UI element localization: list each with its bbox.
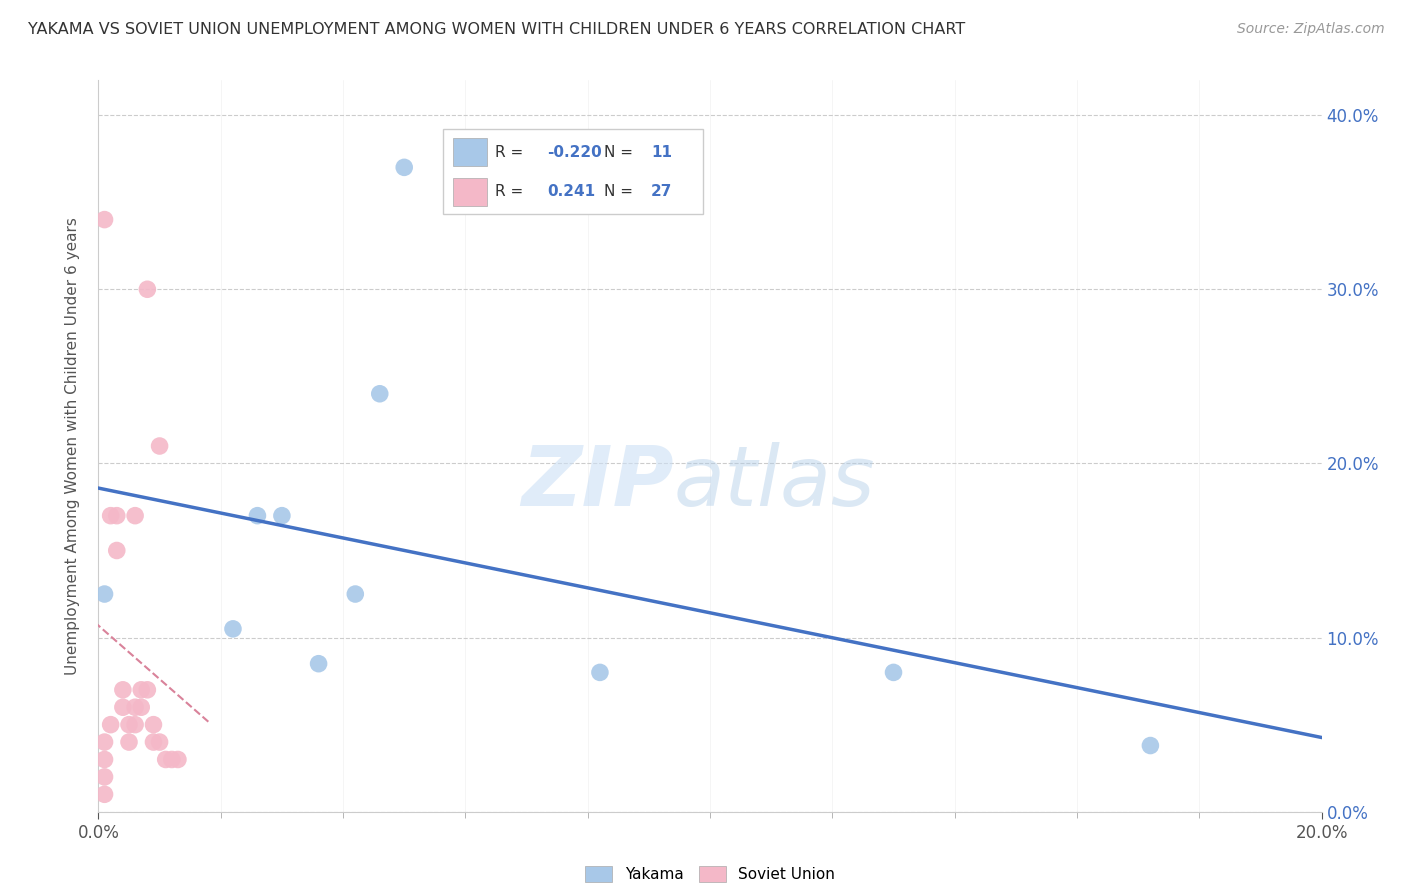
Point (160, 752, 183, 766)
Text: 0.241: 0.241 (547, 184, 595, 199)
Y-axis label: Unemployment Among Women with Children Under 6 years: Unemployment Among Women with Children U… (65, 217, 80, 675)
Text: 11: 11 (651, 145, 672, 160)
Legend: Yakama, Soviet Union: Yakama, Soviet Union (579, 860, 841, 888)
Point (1139, 739, 1161, 753)
Point (93, 787, 115, 801)
Point (155, 752, 177, 766)
Point (105, 508, 128, 523)
Point (883, 665, 905, 680)
Point (129, 700, 152, 714)
FancyBboxPatch shape (443, 129, 703, 214)
Point (129, 682, 152, 697)
Point (589, 665, 612, 680)
Point (100, 717, 122, 731)
Point (149, 735, 172, 749)
Point (142, 735, 165, 749)
Point (308, 657, 330, 671)
Text: atlas: atlas (673, 442, 875, 523)
Point (124, 717, 146, 731)
FancyBboxPatch shape (453, 138, 486, 166)
Point (368, 386, 391, 401)
Point (118, 735, 141, 749)
Point (142, 717, 165, 731)
Point (105, 543, 128, 558)
Text: N =: N = (605, 145, 638, 160)
Point (124, 700, 146, 714)
Point (246, 508, 269, 523)
FancyBboxPatch shape (453, 178, 486, 206)
Point (392, 161, 416, 175)
Point (93, 587, 115, 601)
Text: R =: R = (495, 145, 529, 160)
Point (118, 717, 141, 731)
Text: N =: N = (605, 184, 638, 199)
Point (136, 282, 159, 296)
Text: YAKAMA VS SOVIET UNION UNEMPLOYMENT AMONG WOMEN WITH CHILDREN UNDER 6 YEARS CORR: YAKAMA VS SOVIET UNION UNEMPLOYMENT AMON… (28, 22, 966, 37)
Point (93, 212, 115, 227)
Point (270, 508, 292, 523)
Point (136, 682, 159, 697)
Text: Source: ZipAtlas.com: Source: ZipAtlas.com (1237, 22, 1385, 37)
Point (222, 622, 245, 636)
Point (93, 735, 115, 749)
Point (111, 682, 134, 697)
Point (111, 700, 134, 714)
Point (124, 508, 146, 523)
Text: 27: 27 (651, 184, 672, 199)
Point (100, 508, 122, 523)
Text: ZIP: ZIP (520, 442, 673, 523)
Point (149, 439, 172, 453)
Text: -0.220: -0.220 (547, 145, 602, 160)
Text: R =: R = (495, 184, 533, 199)
Point (93, 752, 115, 766)
Point (93, 770, 115, 784)
Point (344, 587, 367, 601)
Point (167, 752, 190, 766)
